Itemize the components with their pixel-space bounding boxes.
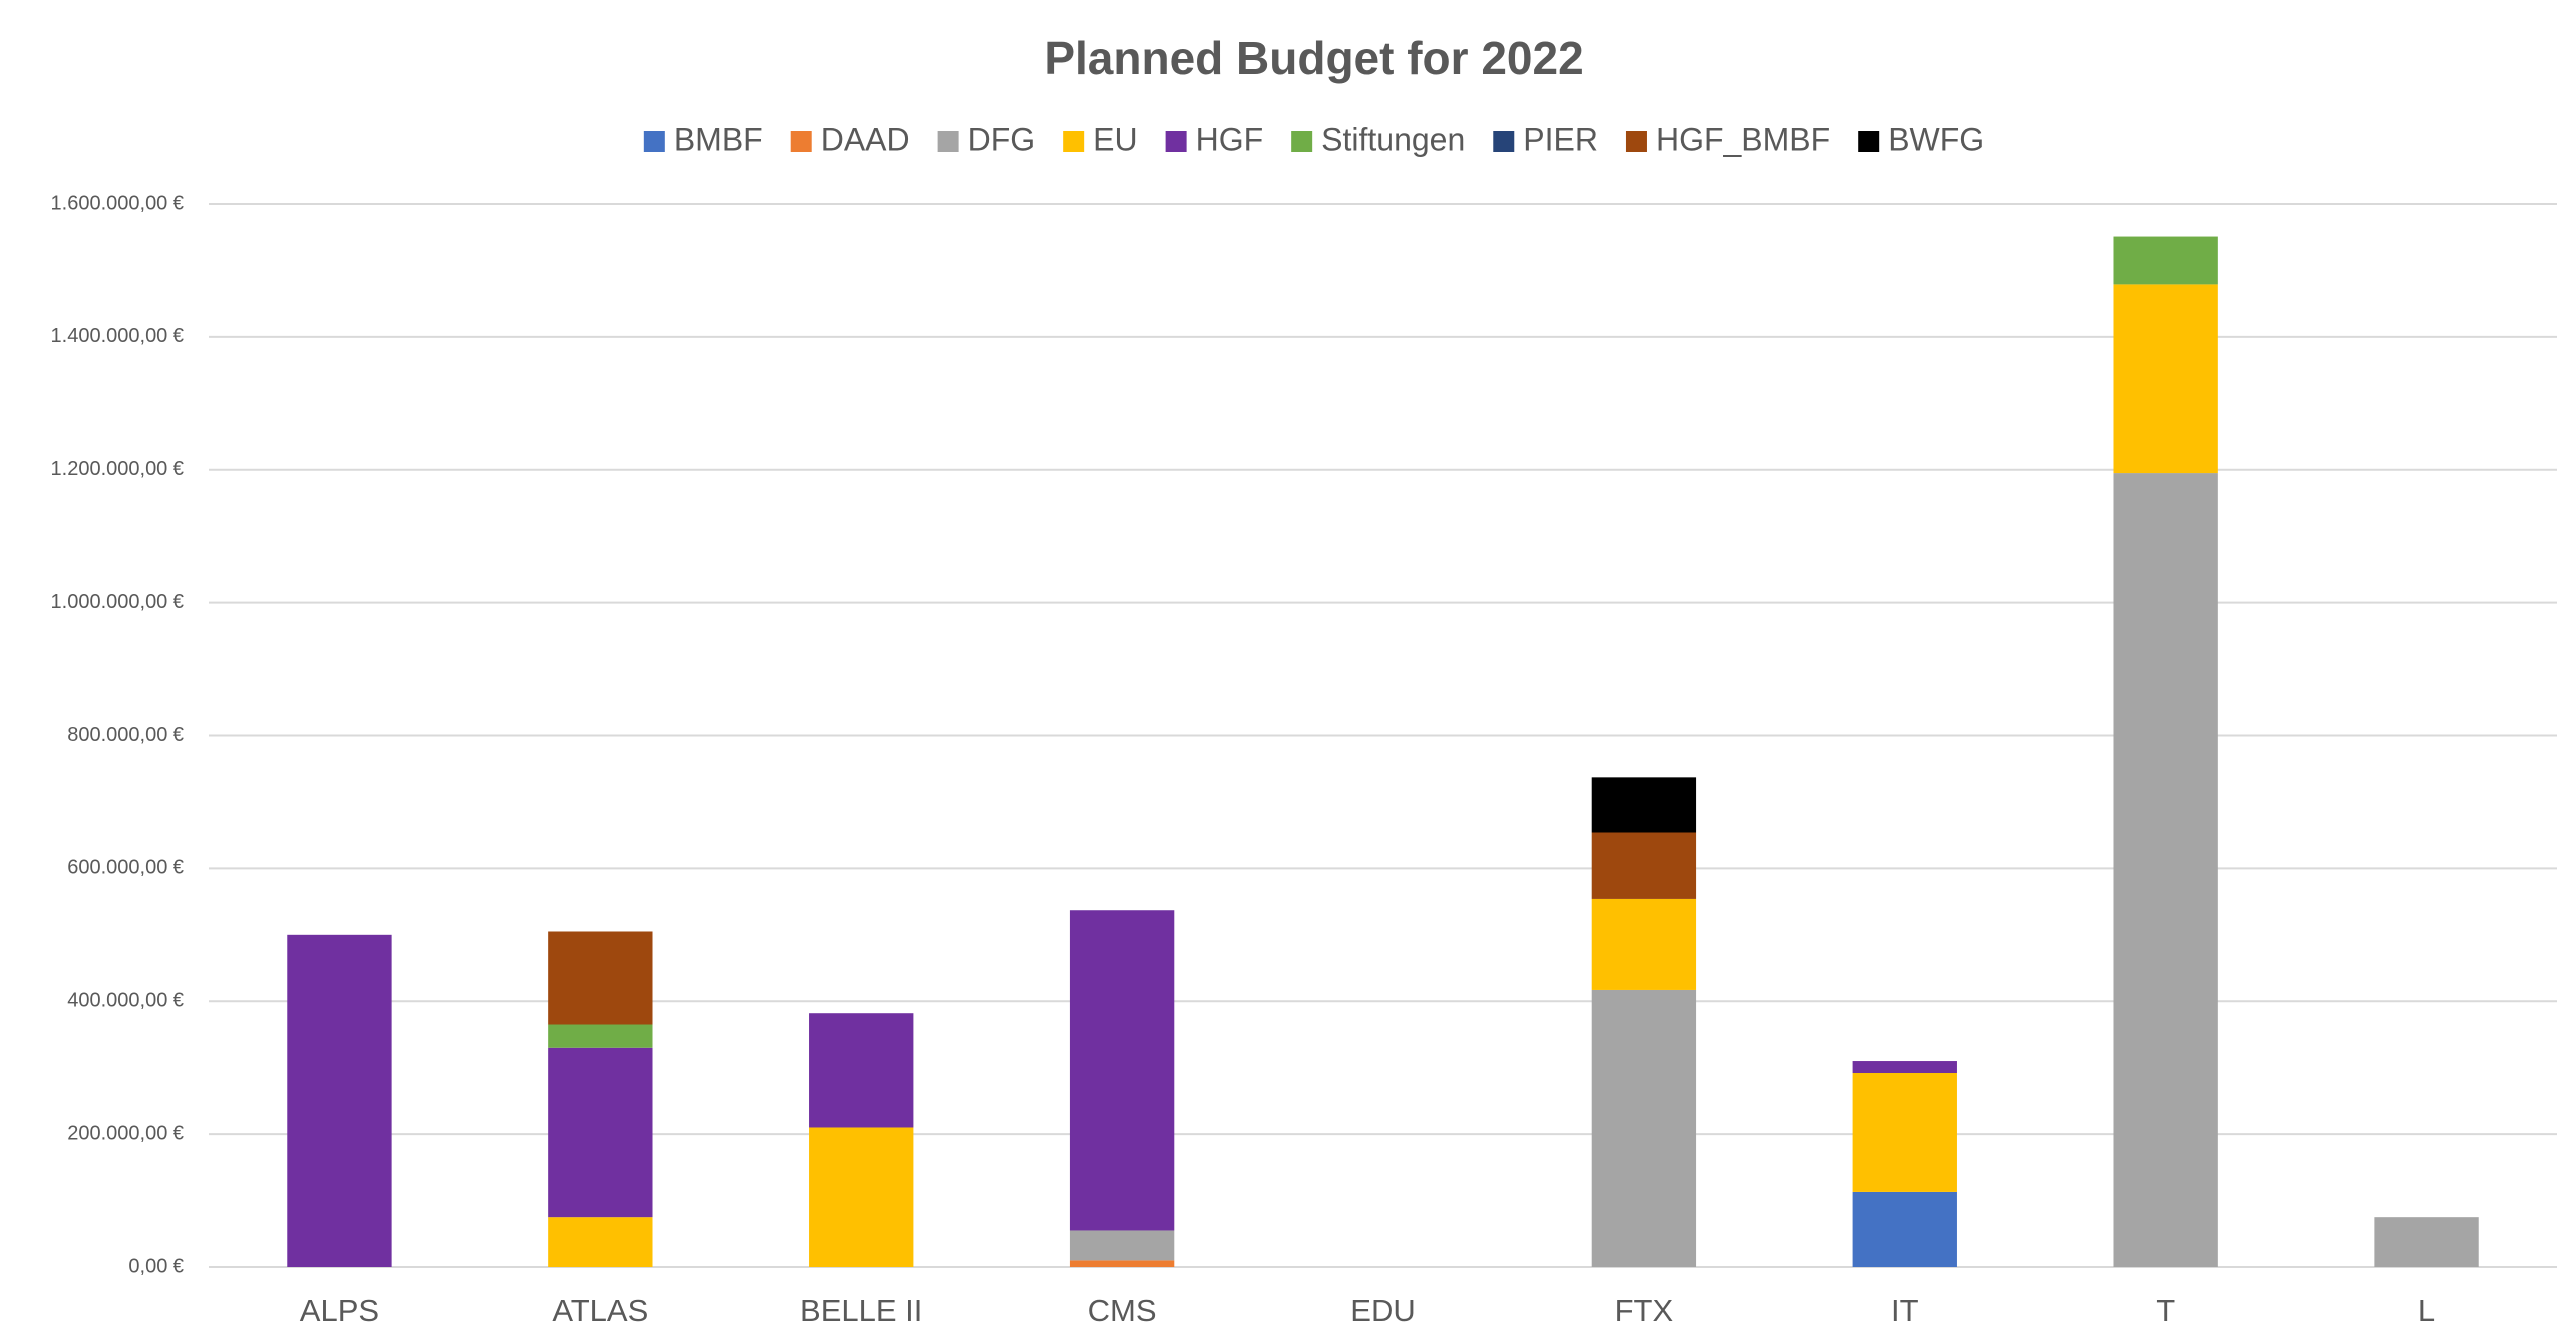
legend-swatch bbox=[937, 131, 959, 152]
bar-segment bbox=[548, 1024, 653, 1048]
bar-segment bbox=[1591, 777, 1697, 833]
x-tick-label: IT bbox=[1891, 1293, 1919, 1328]
legend-label: BMBF bbox=[674, 121, 763, 157]
x-tick-label: FTX bbox=[1615, 1293, 1674, 1328]
legend-swatch bbox=[1493, 131, 1515, 152]
bar-segment bbox=[1069, 1260, 1175, 1267]
bar-segment bbox=[548, 1217, 653, 1267]
legend-label: DFG bbox=[968, 121, 1036, 157]
legend-swatch bbox=[1291, 131, 1313, 152]
x-tick-label: L bbox=[2418, 1293, 2435, 1328]
legend-label: BWFG bbox=[1888, 121, 1984, 157]
bar-segment bbox=[1591, 989, 1697, 1267]
legend-label: PIER bbox=[1523, 121, 1598, 157]
legend: BMBF DAAD DFG EU HGF Stiftungen PIER HGF_BMBF BW… bbox=[643, 121, 1984, 157]
bar-segment bbox=[1852, 1073, 1957, 1192]
bar-segment bbox=[809, 1127, 914, 1267]
legend-swatch bbox=[790, 131, 812, 152]
legend-swatch bbox=[1625, 131, 1647, 152]
legend-swatch bbox=[1063, 131, 1085, 152]
y-tick-label: 1.000.000,00 € bbox=[51, 591, 184, 613]
bar-segment bbox=[2113, 284, 2218, 474]
y-tick-label: 200.000,00 € bbox=[67, 1122, 184, 1144]
y-tick-label: 600.000,00 € bbox=[67, 857, 184, 879]
legend-label: HGF_BMBF bbox=[1656, 121, 1830, 157]
x-tick-label: BELLE II bbox=[800, 1293, 922, 1328]
y-tick-label: 1.400.000,00 € bbox=[51, 325, 184, 347]
bar-segment bbox=[548, 1047, 653, 1218]
y-tick-label: 1.200.000,00 € bbox=[51, 458, 184, 480]
legend-label: Stiftungen bbox=[1321, 121, 1465, 157]
legend-swatch bbox=[1165, 131, 1187, 152]
bar-segment bbox=[1591, 832, 1697, 899]
bar-segment bbox=[2374, 1217, 2479, 1267]
bar-segment bbox=[1069, 1230, 1175, 1261]
legend-swatch bbox=[1858, 131, 1880, 152]
y-tick-label: 0,00 € bbox=[128, 1255, 184, 1277]
bar-segment bbox=[287, 934, 392, 1267]
y-tick-label: 800.000,00 € bbox=[67, 724, 184, 746]
bar-segment bbox=[809, 1013, 914, 1128]
legend-swatch bbox=[643, 131, 665, 152]
bar-segment bbox=[2113, 473, 2218, 1267]
x-tick-label: EDU bbox=[1350, 1293, 1415, 1328]
bar-segment bbox=[548, 931, 653, 1025]
bar-segment bbox=[1591, 898, 1697, 990]
bar-segment bbox=[1852, 1191, 1957, 1267]
x-tick-label: T bbox=[2156, 1293, 2175, 1328]
y-tick-label: 1.600.000,00 € bbox=[51, 192, 184, 214]
legend-label: DAAD bbox=[821, 121, 910, 157]
x-tick-label: CMS bbox=[1088, 1293, 1157, 1328]
bar-segment bbox=[1852, 1061, 1957, 1074]
y-tick-label: 400.000,00 € bbox=[67, 990, 184, 1012]
bar-segment bbox=[2113, 236, 2218, 285]
x-tick-label: ALPS bbox=[300, 1293, 379, 1328]
x-tick-label: ATLAS bbox=[552, 1293, 648, 1328]
legend-label: HGF bbox=[1196, 121, 1264, 157]
chart-title: Planned Budget for 2022 bbox=[1044, 32, 1583, 84]
legend-label: EU bbox=[1093, 121, 1137, 157]
bar-segment bbox=[1069, 910, 1175, 1231]
